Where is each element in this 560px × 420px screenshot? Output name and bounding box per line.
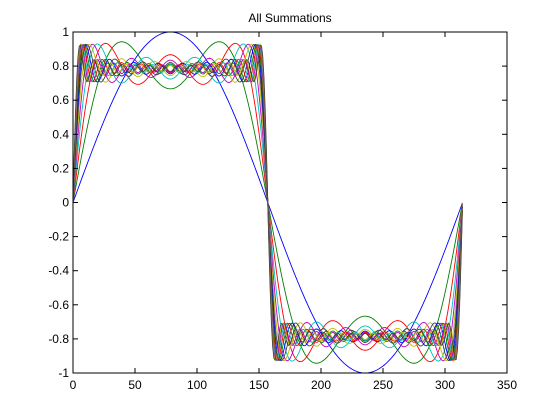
x-tick-label: 250 bbox=[373, 378, 393, 392]
chart-title: All Summations bbox=[248, 11, 331, 25]
y-tick-label: 0 bbox=[62, 196, 69, 210]
y-tick-label: -0.6 bbox=[48, 298, 69, 312]
x-tick-label: 50 bbox=[128, 378, 142, 392]
y-tick-label: 0.6 bbox=[52, 93, 69, 107]
x-tick-label: 150 bbox=[249, 378, 269, 392]
y-tick-label: 0.2 bbox=[52, 161, 69, 175]
y-tick-label: -0.8 bbox=[48, 332, 69, 346]
x-tick-label: 350 bbox=[497, 378, 517, 392]
y-tick-label: -0.4 bbox=[48, 264, 69, 278]
x-tick-label: 300 bbox=[435, 378, 455, 392]
series-line-14 bbox=[72, 44, 463, 362]
axes-group bbox=[72, 31, 508, 374]
y-tick-label: 1 bbox=[62, 25, 69, 39]
y-tick-label: 0.8 bbox=[52, 59, 69, 73]
x-tick-labels: 0 50 100 150 200 250 300 350 bbox=[70, 378, 518, 392]
y-tick-label: 0.4 bbox=[52, 127, 69, 141]
y-tick-labels: -1 -0.8 -0.6 -0.4 -0.2 0 0.2 0.4 0.6 0.8 1 bbox=[48, 25, 69, 380]
series-group bbox=[72, 31, 463, 374]
y-tick-label: -0.2 bbox=[48, 230, 69, 244]
x-tick-label: 100 bbox=[187, 378, 207, 392]
y-tick-label: -1 bbox=[58, 366, 69, 380]
x-tick-label: 0 bbox=[70, 378, 77, 392]
x-tick-label: 200 bbox=[311, 378, 331, 392]
